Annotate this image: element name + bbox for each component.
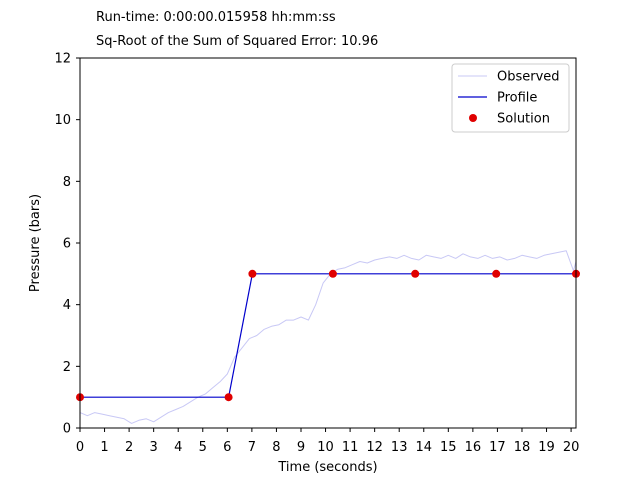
x-tick-label: 16	[465, 440, 482, 455]
axis-ticks: 0 1 2 3 4 5 6 7 8 9 10 11 12 13 14 15 16 17 18 19 2002468101…	[54, 52, 579, 456]
y-tick-label: 6	[63, 237, 71, 252]
plot-area	[76, 250, 580, 424]
x-tick-label: 2	[125, 440, 133, 455]
runtime-unit: hh:mm:ss	[271, 10, 336, 25]
x-tick-label: 14	[415, 440, 432, 455]
error-label: Sq-Root of the Sum of Squared Error:	[96, 34, 337, 49]
x-tick-label: 5	[199, 440, 207, 455]
error-value: 10.96	[341, 34, 379, 49]
solution-point	[224, 393, 233, 402]
x-tick-label: 13	[391, 440, 408, 455]
x-tick-label: 15	[440, 440, 457, 455]
x-axis-label: Time (seconds)	[277, 460, 377, 475]
x-tick-label: 20	[563, 440, 580, 455]
x-tick-label: 1	[100, 440, 108, 455]
legend-profile-label: Profile	[497, 91, 537, 106]
x-tick-label: 11	[342, 440, 359, 455]
y-tick-label: 10	[54, 113, 71, 128]
legend-solution-label: Solution	[497, 112, 550, 127]
legend-solution-swatch	[469, 114, 477, 122]
x-tick-label: 12	[366, 440, 383, 455]
y-tick-label: 0	[63, 422, 71, 437]
legend-box	[451, 63, 570, 133]
y-tick-label: 2	[63, 360, 71, 375]
x-tick-label: 4	[174, 440, 182, 455]
y-tick-label: 4	[63, 298, 71, 313]
x-tick-label: 10	[317, 440, 334, 455]
y-tick-label: 12	[54, 52, 71, 67]
x-tick-label: 9	[297, 440, 305, 455]
x-tick-label: 6	[223, 440, 231, 455]
runtime-value: 0:00:00.015958	[163, 10, 268, 25]
legend-observed-label: Observed	[497, 70, 560, 85]
x-tick-label: 18	[514, 440, 531, 455]
x-tick-label: 19	[538, 440, 555, 455]
solution-point	[248, 269, 257, 278]
y-axis-label: Pressure (bars)	[28, 194, 43, 292]
x-tick-label: 0	[76, 440, 84, 455]
profile-series-line	[80, 273, 576, 398]
solution-point	[492, 269, 501, 278]
legend: Observed Profile Solution	[451, 63, 570, 133]
runtime-readout: Run-time: 0:00:00.015958 hh:mm:ss	[96, 10, 336, 25]
x-tick-label: 8	[272, 440, 280, 455]
solution-point	[411, 269, 420, 278]
solution-point	[328, 269, 337, 278]
x-tick-label: 17	[489, 440, 506, 455]
y-tick-label: 8	[63, 175, 71, 190]
runtime-label: Run-time:	[96, 10, 160, 25]
x-tick-label: 7	[248, 440, 256, 455]
error-readout: Sq-Root of the Sum of Squared Error: 10.…	[96, 34, 378, 49]
x-tick-label: 3	[150, 440, 158, 455]
